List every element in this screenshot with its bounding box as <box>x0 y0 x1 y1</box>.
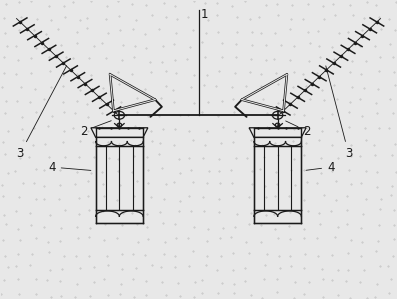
Text: 1: 1 <box>200 8 208 21</box>
Text: 3: 3 <box>326 66 352 160</box>
Text: 4: 4 <box>306 161 335 174</box>
Text: 3: 3 <box>17 66 67 160</box>
Text: 2: 2 <box>286 121 311 138</box>
Text: 2: 2 <box>80 121 111 138</box>
Text: 4: 4 <box>48 161 91 174</box>
